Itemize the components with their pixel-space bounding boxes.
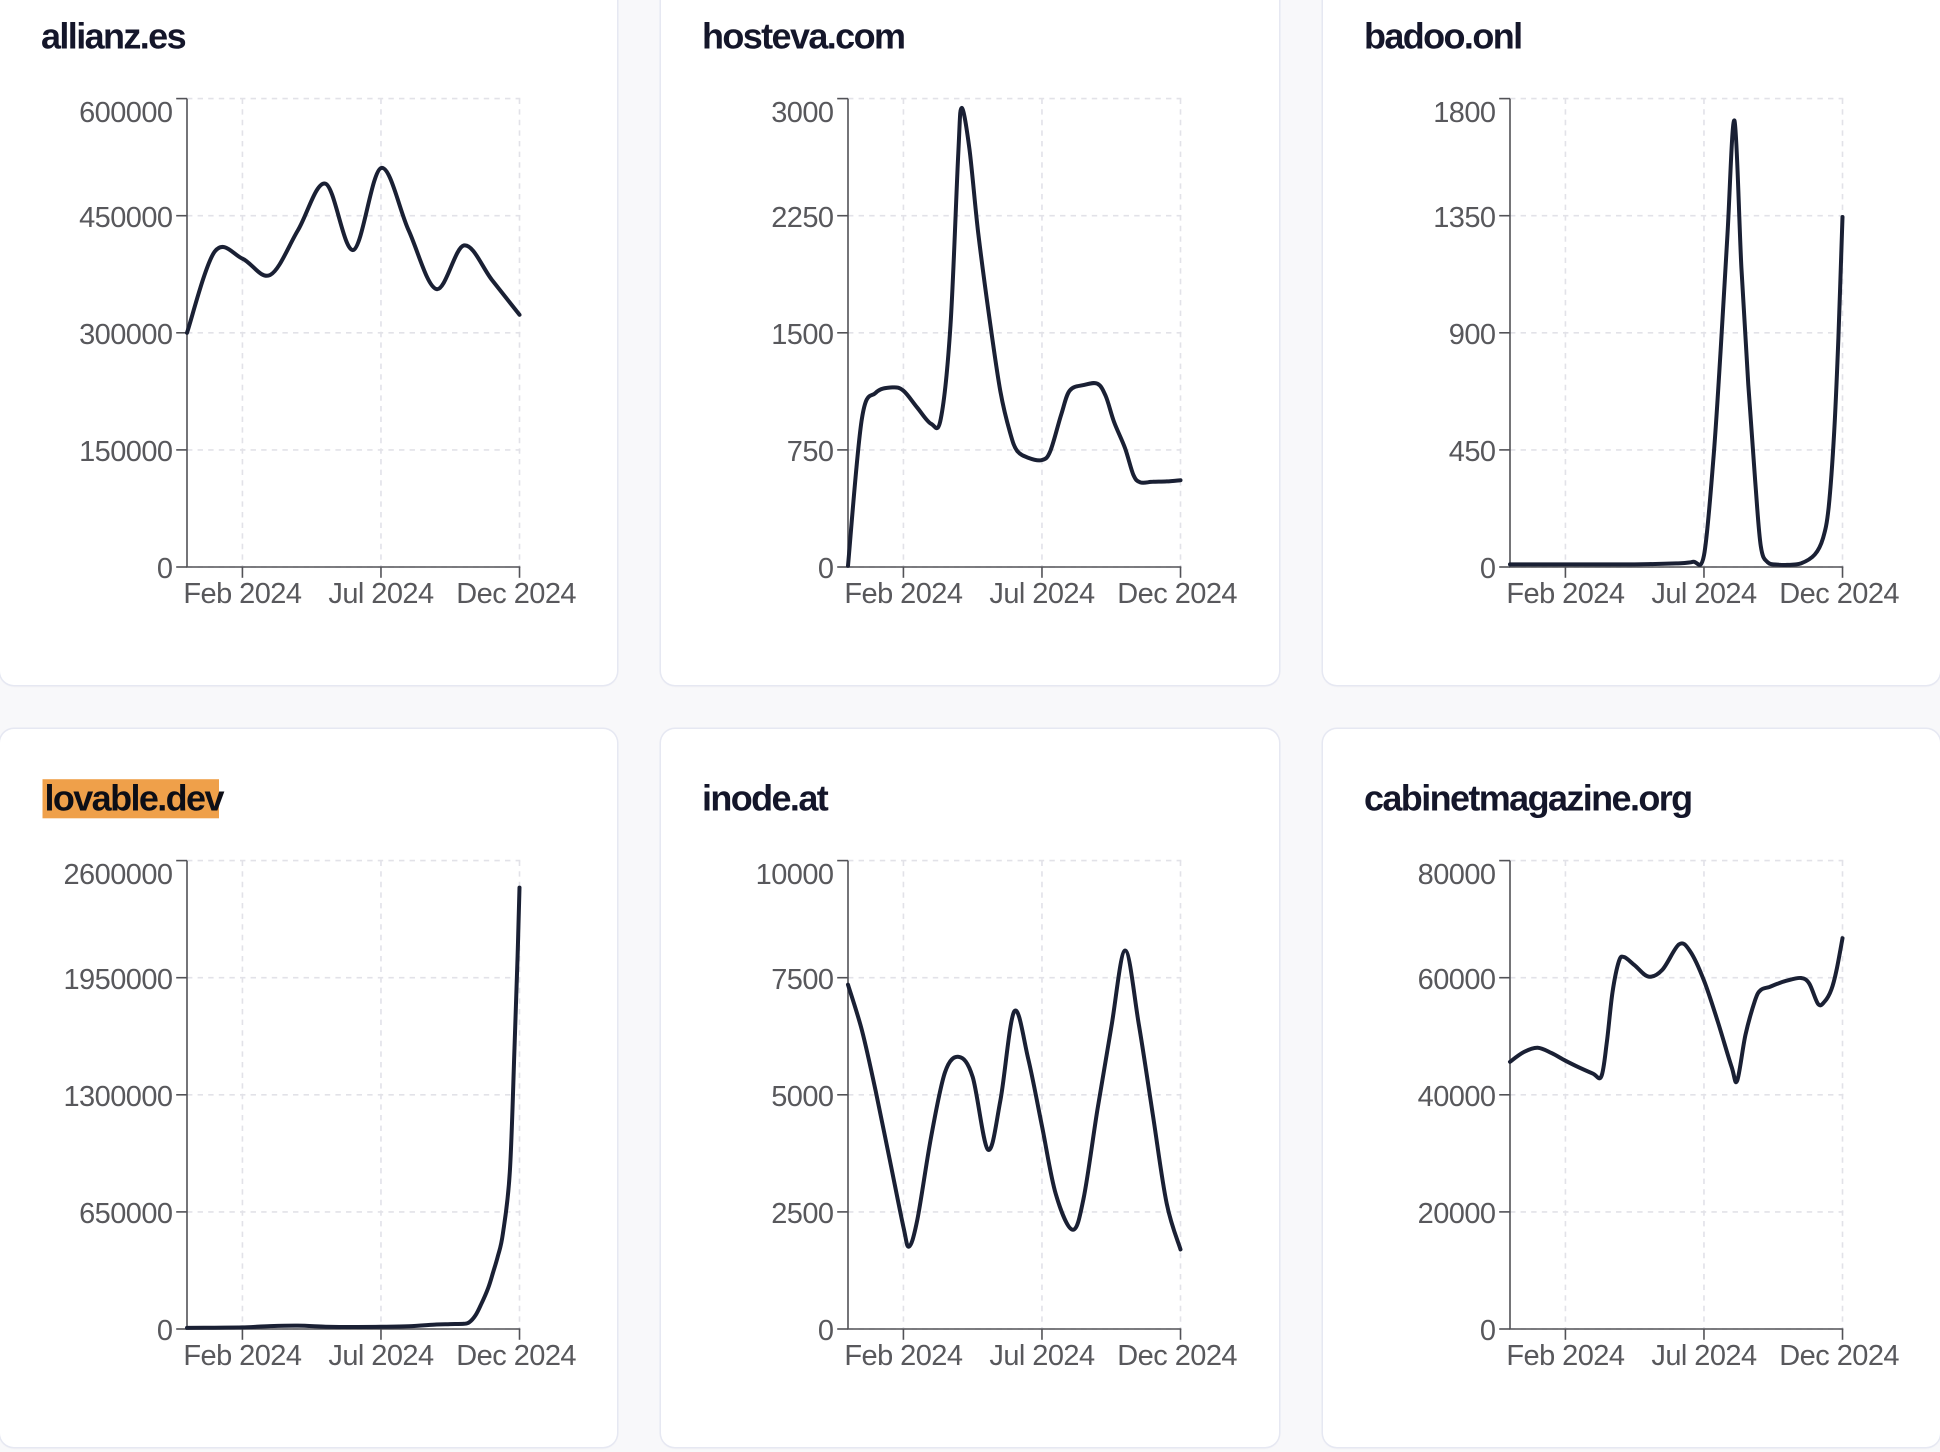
svg-text:600000: 600000 [79,97,172,129]
svg-text:Dec 2024: Dec 2024 [456,578,576,610]
svg-text:750: 750 [787,436,834,468]
svg-text:450000: 450000 [79,202,172,234]
svg-text:Feb 2024: Feb 2024 [1506,1340,1625,1372]
svg-text:2250: 2250 [772,202,834,234]
svg-text:3000: 3000 [772,97,834,129]
svg-text:1800: 1800 [1433,97,1495,129]
svg-text:300000: 300000 [79,319,172,351]
svg-text:cabinetmagazine.org: cabinetmagazine.org [1364,778,1692,819]
svg-text:lovable.dev: lovable.dev [44,778,224,819]
svg-text:20000: 20000 [1417,1198,1495,1230]
svg-text:80000: 80000 [1417,859,1495,891]
svg-text:7500: 7500 [772,964,834,996]
svg-text:allianz.es: allianz.es [41,16,186,57]
svg-text:40000: 40000 [1417,1081,1495,1113]
svg-text:0: 0 [1480,1315,1496,1347]
svg-text:0: 0 [1480,553,1496,585]
svg-text:10000: 10000 [756,859,834,891]
svg-text:0: 0 [818,553,834,585]
svg-text:1300000: 1300000 [63,1081,172,1113]
svg-text:inode.at: inode.at [702,778,829,819]
svg-text:Dec 2024: Dec 2024 [1779,578,1899,610]
svg-text:Jul 2024: Jul 2024 [328,578,434,610]
svg-text:hosteva.com: hosteva.com [702,16,904,57]
svg-text:Jul 2024: Jul 2024 [328,1340,434,1372]
svg-text:Jul 2024: Jul 2024 [990,578,1096,610]
svg-text:900: 900 [1448,319,1495,351]
svg-text:Jul 2024: Jul 2024 [1651,1340,1757,1372]
svg-text:650000: 650000 [79,1198,172,1230]
svg-text:Feb 2024: Feb 2024 [183,1340,302,1372]
svg-text:Feb 2024: Feb 2024 [1506,578,1625,610]
svg-text:badoo.onl: badoo.onl [1364,16,1522,57]
svg-text:1350: 1350 [1433,202,1495,234]
svg-text:Jul 2024: Jul 2024 [1651,578,1757,610]
svg-text:2500: 2500 [772,1198,834,1230]
svg-text:Dec 2024: Dec 2024 [1118,578,1238,610]
svg-text:1950000: 1950000 [63,964,172,996]
svg-text:0: 0 [157,1315,173,1347]
svg-text:2600000: 2600000 [63,859,172,891]
svg-text:450: 450 [1448,436,1495,468]
svg-text:150000: 150000 [79,436,172,468]
svg-text:Jul 2024: Jul 2024 [990,1340,1096,1372]
svg-text:0: 0 [157,553,173,585]
svg-text:Feb 2024: Feb 2024 [845,1340,964,1372]
svg-text:0: 0 [818,1315,834,1347]
svg-text:60000: 60000 [1417,964,1495,996]
svg-text:1500: 1500 [772,319,834,351]
svg-text:Feb 2024: Feb 2024 [183,578,302,610]
svg-text:Dec 2024: Dec 2024 [456,1340,576,1372]
svg-text:5000: 5000 [772,1081,834,1113]
svg-text:Dec 2024: Dec 2024 [1118,1340,1238,1372]
svg-text:Feb 2024: Feb 2024 [845,578,964,610]
svg-text:Dec 2024: Dec 2024 [1779,1340,1899,1372]
